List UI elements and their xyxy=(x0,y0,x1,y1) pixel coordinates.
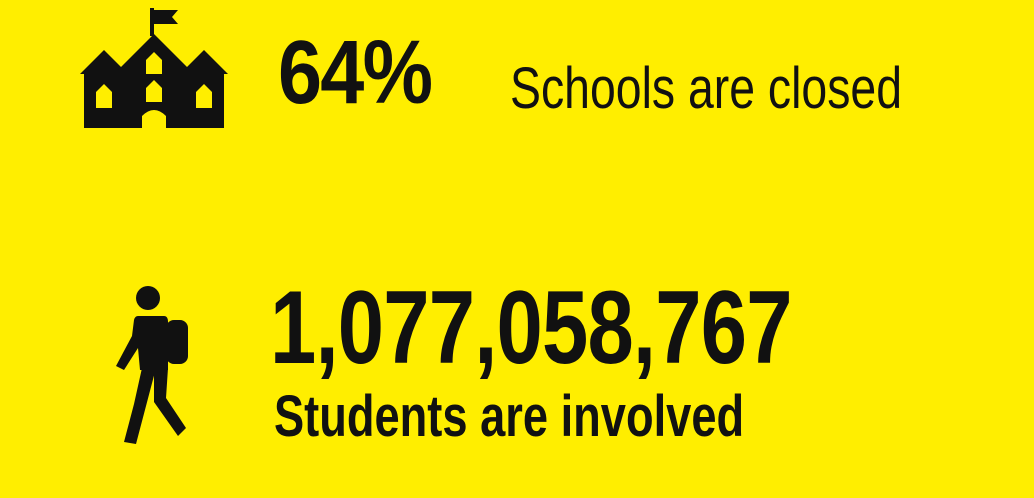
schools-closed-percent: 64% xyxy=(278,23,433,123)
student-walking-icon xyxy=(116,286,188,444)
schools-closed-label: Schools are closed xyxy=(510,56,903,121)
students-involved-stat: 1,077,058,767 Students are involved xyxy=(110,270,970,470)
students-involved-count: 1,077,058,767 xyxy=(270,270,792,386)
school-building-icon xyxy=(80,8,228,128)
students-involved-label: Students are involved xyxy=(274,384,745,449)
schools-closed-stat: 64% Schools are closed xyxy=(78,0,978,140)
